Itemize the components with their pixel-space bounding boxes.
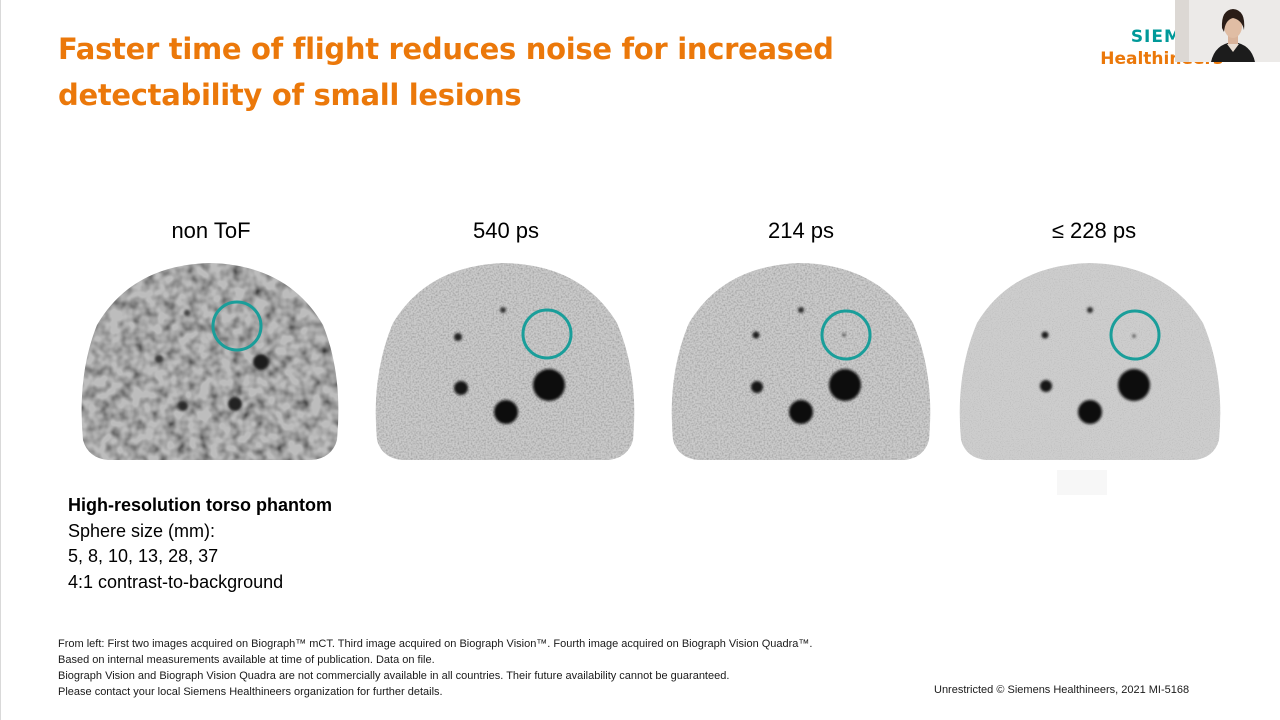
phantom-image-228ps <box>959 263 1221 495</box>
footnote-line-2: Based on internal measurements available… <box>58 654 435 666</box>
title-line-1: Faster time of flight reduces noise for … <box>58 32 834 66</box>
footnote-line-3: Biograph Vision and Biograph Vision Quad… <box>58 670 730 682</box>
footnotes: From left: First two images acquired on … <box>58 636 812 700</box>
phantom-image-214ps <box>671 263 931 460</box>
phantom-image-540ps <box>375 263 635 460</box>
presenter-webcam <box>1175 0 1280 62</box>
lesion-marker-circle <box>521 308 573 360</box>
phantom-image-non-tof <box>81 263 339 460</box>
sphere-size-label: Sphere size (mm): <box>68 520 216 541</box>
panel-label-non-tof: non ToF <box>171 218 251 243</box>
title-line-2: detectability of small lesions <box>58 78 522 112</box>
footnote-line-1: From left: First two images acquired on … <box>58 638 813 650</box>
phantom-info: High-resolution torso phantom Sphere siz… <box>68 493 332 595</box>
panel-label-214ps: 214 ps <box>767 218 835 243</box>
slide-title: Faster time of flight reduces noise for … <box>58 26 958 118</box>
presenter-image <box>1175 0 1280 62</box>
phantom-heading: High-resolution torso phantom <box>68 495 332 515</box>
lesion-marker-circle <box>211 300 263 352</box>
copyright-notice: Unrestricted © Siemens Healthineers, 202… <box>934 684 1190 696</box>
lesion-marker-circle <box>1109 309 1161 361</box>
sphere-sizes: 5, 8, 10, 13, 28, 37 <box>68 546 219 566</box>
footnote-line-4: Please contact your local Siemens Health… <box>58 686 443 698</box>
contrast-ratio: 4:1 contrast-to-background <box>68 571 284 592</box>
panel-label-540ps: 540 ps <box>472 218 540 243</box>
panel-label-228ps: ≤ 228 ps <box>1051 218 1137 243</box>
lesion-marker-circle <box>820 309 872 361</box>
